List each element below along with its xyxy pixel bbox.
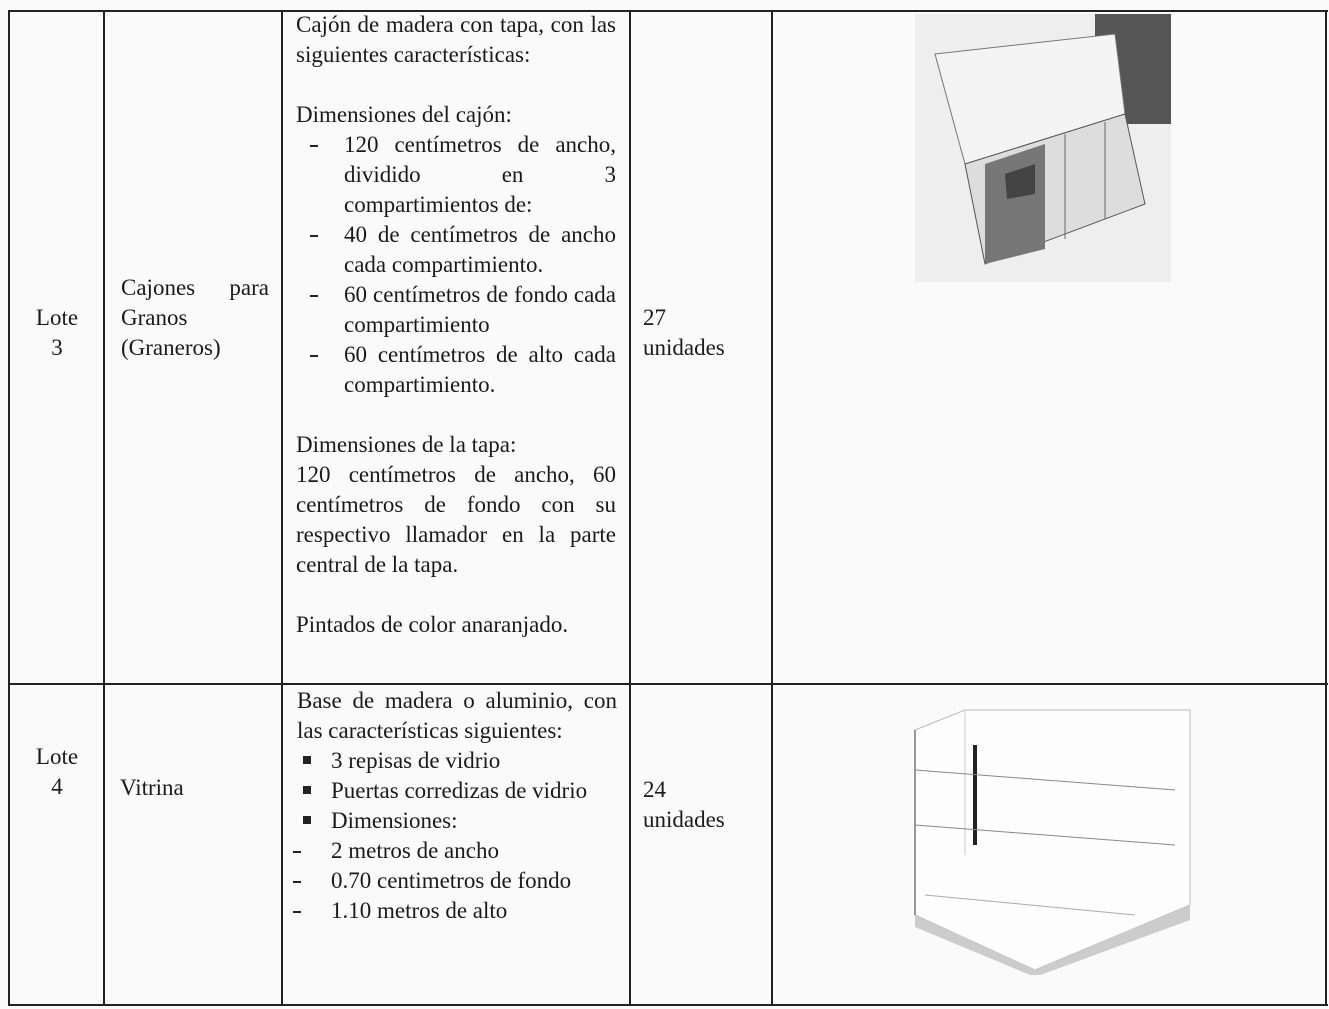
dash (310, 145, 318, 147)
text: 120 centímetros de ancho, 60 centímetros… (296, 462, 616, 577)
list-item: 0.70 centimetros de fondo (331, 868, 572, 893)
border (8, 10, 10, 1006)
bullet (303, 756, 311, 764)
list-item: 1.10 metros de alto (331, 898, 508, 923)
dash (310, 355, 318, 357)
text: Dimensiones del cajón: (296, 102, 512, 127)
border (8, 10, 1328, 12)
list-item: 40 de centímetros de ancho cada comparti… (344, 222, 616, 277)
description: Cajón de madera con tapa, con las siguie… (296, 10, 616, 640)
description: Base de madera o aluminio, con las carac… (293, 686, 617, 926)
lot: Lote 3 (35, 305, 79, 360)
list-item: 3 repisas de vidrio (331, 748, 501, 773)
border (281, 10, 283, 1006)
item: Cajones para Granos (Graneros) (121, 275, 269, 360)
dash (310, 295, 318, 297)
product-image (915, 14, 1171, 282)
dash (293, 851, 301, 853)
border (103, 10, 105, 1006)
bullet (303, 816, 311, 824)
lot: Lote 4 (35, 744, 79, 799)
border (8, 683, 1328, 685)
product-image (914, 709, 1191, 975)
list-item: Puertas corredizas de vidrio (331, 778, 588, 803)
bullet (303, 786, 311, 794)
quantity: 27 unidades (643, 305, 725, 360)
quantity: 24 unidades (643, 777, 725, 832)
list-item: 2 metros de ancho (331, 838, 499, 863)
list-item: Dimensiones: (331, 808, 458, 833)
text: Dimensiones de la tapa: (296, 432, 517, 457)
list-item: 120 centímetros de ancho, dividido en 3 … (344, 132, 616, 217)
border (629, 10, 631, 1006)
dash (293, 881, 301, 883)
list-item: 60 centímetros de alto cada compartimien… (344, 342, 616, 397)
border (8, 1004, 1328, 1006)
border (771, 10, 773, 1006)
list-item: 60 centímetros de fondo cada compartimie… (344, 282, 616, 337)
text: Pintados de color anaranjado. (296, 612, 569, 637)
dash (310, 235, 318, 237)
dash (293, 911, 301, 913)
border (1325, 10, 1327, 1006)
text: Cajón de madera con tapa, con las siguie… (296, 12, 616, 67)
text: Base de madera o aluminio, con las carac… (297, 688, 617, 743)
item: Vitrina (120, 775, 184, 800)
